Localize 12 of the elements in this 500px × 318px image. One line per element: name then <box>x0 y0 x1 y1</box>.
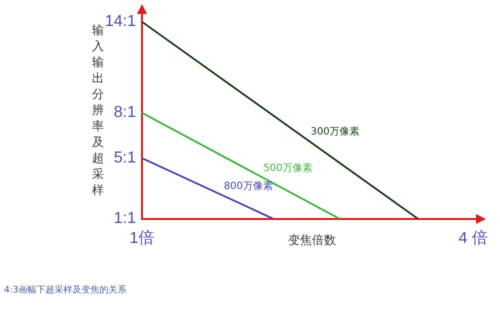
text: 5:1 <box>114 150 136 167</box>
x-tick-label: 1倍 <box>130 228 154 247</box>
text: 1:1 <box>114 210 136 228</box>
text: 8:1 <box>114 104 136 122</box>
series-label: 500万像素 <box>264 162 313 174</box>
series-label: 800万像素 <box>224 180 273 192</box>
text: 14:1 <box>104 13 136 30</box>
text: 4:3画幅下超采样及变焦的关系 <box>4 284 126 296</box>
series-label: 300万像素 <box>310 126 360 138</box>
x-tick-label: 4 倍 <box>458 228 488 247</box>
x-axis-title: 变焦倍数 <box>288 232 336 247</box>
text: 输入输出分辨率及超采样 <box>92 23 104 197</box>
